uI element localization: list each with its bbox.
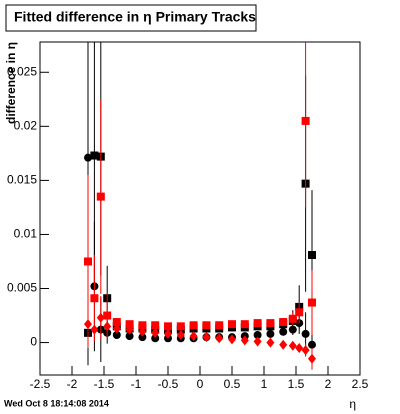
point bbox=[151, 334, 160, 343]
point bbox=[240, 335, 249, 346]
marks bbox=[84, 42, 316, 370]
point bbox=[84, 257, 92, 266]
point bbox=[103, 311, 112, 320]
x-tick-label: -1 bbox=[131, 377, 142, 391]
point bbox=[253, 336, 262, 347]
point bbox=[308, 298, 316, 307]
point bbox=[96, 192, 105, 201]
timestamp: Wed Oct 8 18:14:08 2014 bbox=[4, 398, 109, 408]
x-tick-label: -1.5 bbox=[94, 377, 115, 391]
point bbox=[164, 328, 172, 339]
point bbox=[266, 337, 275, 348]
x-tick-label: -2.5 bbox=[30, 377, 51, 391]
point bbox=[138, 321, 147, 330]
x-tick-label: 2 bbox=[325, 377, 332, 391]
point bbox=[301, 116, 310, 125]
point bbox=[240, 320, 249, 329]
point bbox=[138, 333, 147, 342]
point bbox=[308, 250, 316, 259]
point bbox=[112, 330, 121, 339]
x-tick-label: 1 bbox=[261, 377, 268, 391]
x-tick-label: 2.5 bbox=[352, 377, 369, 391]
point bbox=[202, 332, 211, 343]
point bbox=[279, 327, 288, 336]
point bbox=[228, 334, 236, 345]
title-box bbox=[5, 4, 257, 32]
point bbox=[288, 340, 297, 351]
point bbox=[96, 312, 105, 323]
point bbox=[215, 333, 224, 344]
point bbox=[90, 324, 99, 335]
y-tick-label: 0.025 bbox=[7, 64, 37, 78]
y-tick-label: 0.02 bbox=[14, 119, 38, 133]
point bbox=[288, 314, 297, 323]
point bbox=[151, 321, 160, 330]
x-tick-label: -2 bbox=[67, 377, 78, 391]
y-tick-label: 0 bbox=[30, 335, 37, 349]
point bbox=[189, 321, 198, 330]
point bbox=[295, 342, 304, 353]
point bbox=[90, 151, 99, 160]
point bbox=[164, 322, 172, 331]
point bbox=[176, 329, 185, 340]
point bbox=[301, 345, 310, 356]
point bbox=[103, 321, 112, 332]
point bbox=[215, 321, 224, 330]
point bbox=[125, 324, 134, 335]
x-tick-label: 0 bbox=[197, 377, 204, 391]
point bbox=[301, 329, 310, 338]
point bbox=[295, 308, 304, 317]
x-tick-label: 1.5 bbox=[288, 377, 305, 391]
point bbox=[253, 330, 262, 339]
point bbox=[279, 339, 288, 350]
point bbox=[90, 294, 99, 303]
point bbox=[151, 327, 160, 338]
y-tick-label: 0.01 bbox=[14, 227, 38, 241]
point bbox=[202, 321, 211, 330]
point bbox=[308, 353, 316, 364]
point bbox=[125, 320, 134, 329]
point bbox=[112, 323, 121, 334]
point bbox=[176, 322, 185, 331]
point bbox=[279, 318, 288, 327]
point bbox=[125, 332, 134, 341]
point bbox=[112, 318, 121, 327]
x-axis-label: η bbox=[349, 397, 356, 411]
x-tick-label: -0.5 bbox=[158, 377, 179, 391]
y-axis-label: difference in η bbox=[4, 42, 18, 124]
point bbox=[228, 320, 236, 329]
chart-title: Fitted difference in η Primary Tracks bbox=[14, 9, 256, 25]
point bbox=[308, 340, 316, 349]
point bbox=[84, 153, 92, 162]
point bbox=[253, 319, 262, 328]
point bbox=[189, 331, 198, 342]
point bbox=[266, 329, 275, 338]
y-tick-label: 0.015 bbox=[7, 173, 37, 187]
point bbox=[266, 319, 275, 328]
point bbox=[84, 319, 92, 330]
point bbox=[138, 326, 147, 337]
y-tick-label: 0.005 bbox=[7, 281, 37, 295]
x-tick-label: 0.5 bbox=[224, 377, 241, 391]
